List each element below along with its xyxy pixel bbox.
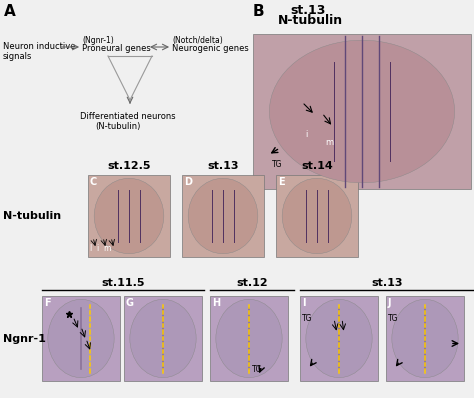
Text: TG: TG xyxy=(252,365,263,374)
Text: J: J xyxy=(388,298,392,308)
Text: H: H xyxy=(212,298,220,308)
Text: Ngnr-1: Ngnr-1 xyxy=(3,334,46,343)
Text: N-tubulin: N-tubulin xyxy=(3,211,61,221)
Text: m: m xyxy=(325,138,333,147)
Ellipse shape xyxy=(269,40,455,183)
Bar xyxy=(88,175,170,257)
Bar xyxy=(124,296,202,381)
Text: TG: TG xyxy=(302,314,312,323)
Text: (Ngnr-1): (Ngnr-1) xyxy=(82,36,114,45)
Text: st.12: st.12 xyxy=(236,278,268,288)
Bar xyxy=(182,175,264,257)
Ellipse shape xyxy=(188,178,258,254)
Text: B: B xyxy=(253,4,264,19)
Text: Neurogenic genes: Neurogenic genes xyxy=(172,44,249,53)
Text: G: G xyxy=(126,298,134,308)
Text: I: I xyxy=(302,298,306,308)
Text: st.13: st.13 xyxy=(290,4,325,17)
Text: st.13: st.13 xyxy=(371,278,403,288)
Text: st.11.5: st.11.5 xyxy=(101,278,145,288)
Ellipse shape xyxy=(130,299,196,378)
Text: Differentiated neurons: Differentiated neurons xyxy=(80,112,176,121)
Text: l  i  m: l i m xyxy=(90,244,111,253)
Text: F: F xyxy=(44,298,51,308)
Bar xyxy=(253,34,471,189)
Text: (Notch/delta): (Notch/delta) xyxy=(172,36,223,45)
Text: TG: TG xyxy=(272,160,283,169)
Text: E: E xyxy=(278,177,284,187)
Text: TG: TG xyxy=(388,314,399,323)
Ellipse shape xyxy=(392,299,458,378)
Text: A: A xyxy=(4,4,16,19)
Text: (N-tubulin): (N-tubulin) xyxy=(95,122,140,131)
Ellipse shape xyxy=(216,299,282,378)
Text: st.12.5: st.12.5 xyxy=(107,161,151,171)
Text: i: i xyxy=(305,130,307,139)
Bar xyxy=(386,296,464,381)
Text: st.14: st.14 xyxy=(301,161,333,171)
Text: Neuron inductive: Neuron inductive xyxy=(3,42,75,51)
Bar xyxy=(276,175,358,257)
Ellipse shape xyxy=(48,299,114,378)
Text: signals: signals xyxy=(3,52,32,61)
Text: D: D xyxy=(184,177,192,187)
Text: st.13: st.13 xyxy=(207,161,239,171)
Bar xyxy=(42,296,120,381)
Text: N-tubulin: N-tubulin xyxy=(278,14,343,27)
Text: C: C xyxy=(90,177,97,187)
Ellipse shape xyxy=(306,299,372,378)
Ellipse shape xyxy=(282,178,352,254)
Bar xyxy=(300,296,378,381)
Bar xyxy=(210,296,288,381)
Ellipse shape xyxy=(94,178,164,254)
Text: Proneural genes: Proneural genes xyxy=(82,44,151,53)
